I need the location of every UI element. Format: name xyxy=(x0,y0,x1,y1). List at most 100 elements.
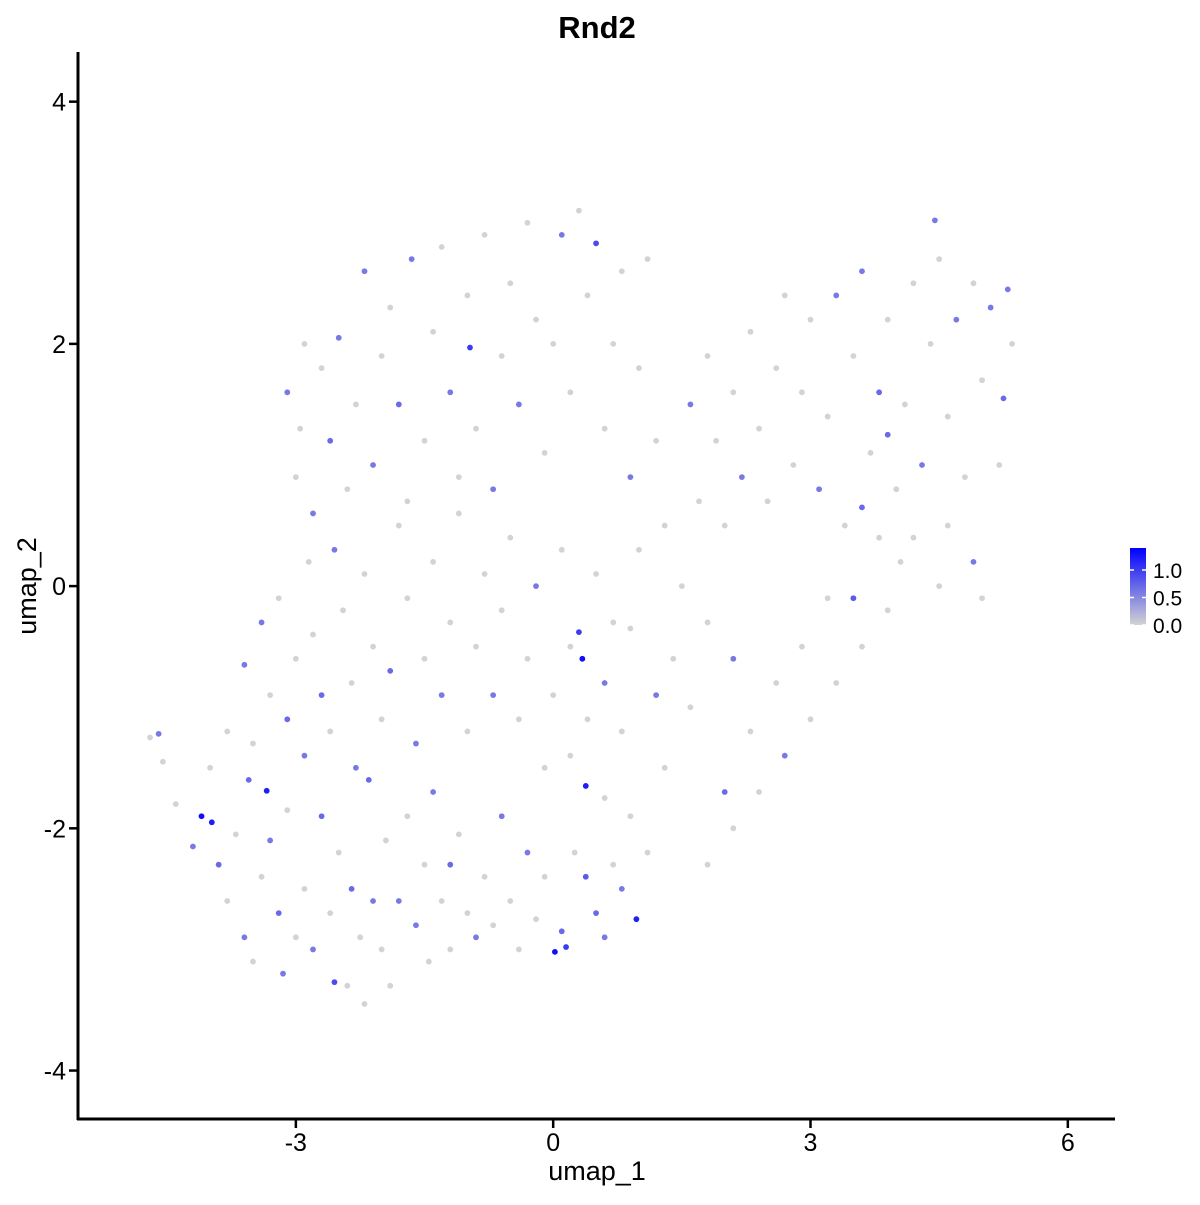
cell-point xyxy=(208,819,215,826)
cell-point xyxy=(340,607,346,614)
cell-point xyxy=(207,764,213,771)
cell-point xyxy=(284,807,291,814)
cell-point xyxy=(280,970,286,977)
y-axis-title: umap_2 xyxy=(12,537,42,635)
cell-point xyxy=(824,413,831,420)
cell-point xyxy=(490,486,497,493)
cell-point xyxy=(558,231,565,238)
cell-point xyxy=(953,316,960,323)
cell-point xyxy=(258,873,265,880)
cell-point xyxy=(730,389,737,396)
cell-point xyxy=(884,316,891,323)
cell-point xyxy=(353,401,359,408)
cell-point xyxy=(383,837,389,844)
cell-point xyxy=(910,280,917,287)
cell-point xyxy=(524,655,531,662)
colorbar-label: 0.5 xyxy=(1153,588,1182,611)
cell-point xyxy=(927,340,934,347)
cell-point xyxy=(232,831,239,838)
cell-point xyxy=(464,292,471,299)
cell-point xyxy=(893,486,900,493)
cell-point xyxy=(421,437,428,444)
cell-point xyxy=(730,655,737,662)
cell-point xyxy=(799,643,805,650)
cell-point xyxy=(533,916,539,923)
cell-point xyxy=(224,728,231,735)
cell-point xyxy=(275,910,282,917)
cell-point xyxy=(567,643,574,650)
cell-point xyxy=(841,522,848,529)
cell-point xyxy=(331,979,338,986)
cell-point xyxy=(297,425,304,432)
cell-point xyxy=(387,304,394,311)
cell-point xyxy=(245,776,252,783)
cell-point xyxy=(747,328,754,335)
cell-point xyxy=(1009,340,1015,347)
cell-point xyxy=(576,629,582,636)
cell-point xyxy=(610,340,617,347)
cell-point xyxy=(284,716,291,723)
cell-point xyxy=(653,437,660,444)
cell-point xyxy=(490,692,497,699)
cell-point xyxy=(636,546,642,553)
cell-point xyxy=(318,692,325,699)
cell-point xyxy=(421,655,428,662)
cell-point xyxy=(970,558,977,565)
cell-point xyxy=(250,958,256,965)
cell-point xyxy=(627,474,634,481)
cell-point xyxy=(147,734,153,741)
y-tick-label: -4 xyxy=(44,1058,66,1086)
cell-point xyxy=(550,692,557,699)
cell-point xyxy=(395,898,402,904)
cell-point xyxy=(344,982,351,989)
cell-point xyxy=(250,740,256,747)
cell-point xyxy=(318,813,325,820)
cell-point xyxy=(747,728,754,735)
cell-point xyxy=(395,522,402,529)
cell-point xyxy=(301,752,308,759)
cell-point xyxy=(601,425,608,432)
cell-point xyxy=(970,280,977,287)
cell-point xyxy=(408,256,415,263)
cell-point xyxy=(438,244,445,250)
cell-point xyxy=(593,910,599,917)
cell-point xyxy=(816,486,822,493)
chart-title: Rnd2 xyxy=(558,10,636,45)
cell-point xyxy=(215,861,222,868)
cell-point xyxy=(258,619,265,626)
cell-point xyxy=(979,595,985,602)
cell-point xyxy=(582,783,589,789)
cell-point xyxy=(876,389,883,396)
cell-point xyxy=(404,813,411,820)
cell-point xyxy=(850,595,857,602)
cell-point xyxy=(263,787,270,794)
cell-point xyxy=(584,716,591,723)
cell-point xyxy=(378,716,385,723)
cell-point xyxy=(781,752,788,759)
cell-point xyxy=(378,353,385,359)
cell-point xyxy=(361,268,368,275)
cell-point xyxy=(919,462,925,468)
cell-point xyxy=(610,861,617,868)
cell-point xyxy=(404,498,411,505)
cell-point xyxy=(331,546,338,553)
cell-point xyxy=(859,268,865,275)
cell-point xyxy=(910,534,917,541)
cell-point xyxy=(292,474,299,481)
cell-point xyxy=(190,843,196,850)
cell-point xyxy=(292,655,299,662)
cell-point xyxy=(571,849,578,856)
cell-point xyxy=(773,365,780,372)
cell-point xyxy=(348,885,355,892)
cell-point xyxy=(961,474,968,481)
cell-point xyxy=(633,916,640,923)
cell-point xyxy=(790,462,797,468)
y-tick-label: 0 xyxy=(52,573,66,601)
cell-point xyxy=(601,934,608,941)
cell-point xyxy=(601,680,608,686)
cell-point xyxy=(550,340,557,347)
cell-point xyxy=(558,546,565,553)
cell-point xyxy=(370,643,376,650)
